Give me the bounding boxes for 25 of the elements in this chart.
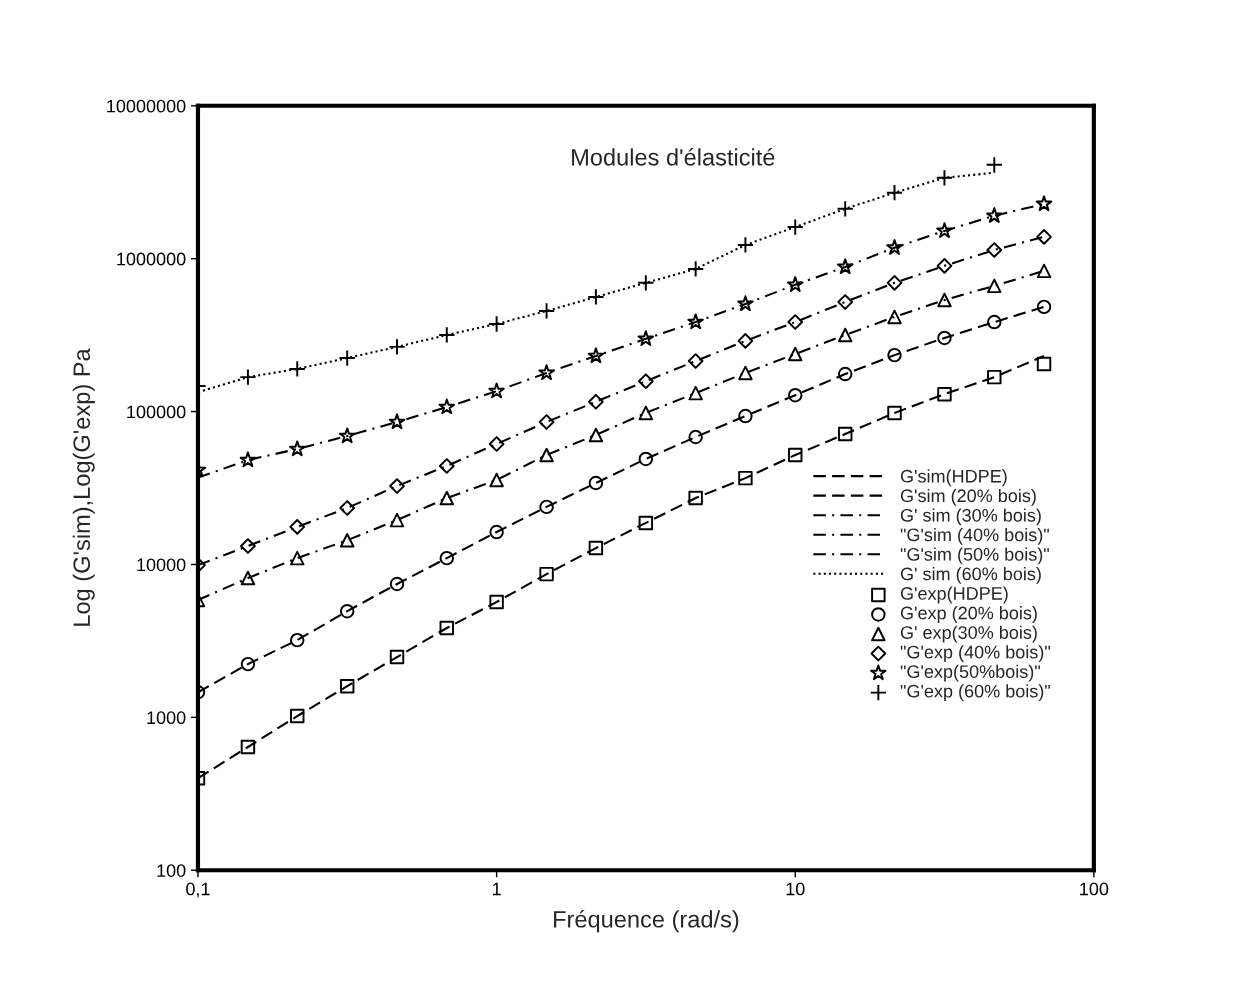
legend-label: G'sim (20% bois) xyxy=(900,488,1036,506)
y-tick-label: 100 xyxy=(157,864,186,877)
x-tick-label: 10 xyxy=(786,882,805,896)
legend-label: G' sim (30% bois) xyxy=(900,508,1041,526)
x-axis-title: Fréquence (rad/s) xyxy=(554,910,739,933)
legend-label: "G'sim (40% bois)" xyxy=(900,527,1049,545)
x-tick-label: 100 xyxy=(1080,882,1109,896)
legend-label: "G'sim (50% bois)" xyxy=(900,547,1049,565)
y-axis-title: Log (G'sim),Log(G'exp) Pa xyxy=(72,348,95,626)
y-tick-label: 10000000 xyxy=(107,99,186,113)
y-tick-label: 1000000 xyxy=(117,252,186,266)
legend-label: G' exp(30% bois) xyxy=(900,625,1037,643)
legend-label: "G'exp (60% bois)" xyxy=(900,684,1050,702)
x-tick-label: 1 xyxy=(492,882,501,896)
legend-label: G' sim (60% bois) xyxy=(900,567,1041,584)
legend-label: G'sim(HDPE) xyxy=(900,469,1007,487)
legend-label: G'exp(HDPE) xyxy=(900,586,1008,604)
text: Modules d'élasticité xyxy=(572,148,775,166)
x-tick-label: 0,1 xyxy=(186,882,210,898)
y-tick-label: 100000 xyxy=(127,405,186,419)
y-tick-label: 10000 xyxy=(137,558,186,572)
y-tick-label: 1000 xyxy=(147,711,186,725)
legend-label: "G'exp(50%bois)" xyxy=(900,664,1040,682)
legend-label: G'exp (20% bois) xyxy=(900,606,1037,623)
legend-label: "G'exp (40% bois)" xyxy=(900,645,1050,663)
